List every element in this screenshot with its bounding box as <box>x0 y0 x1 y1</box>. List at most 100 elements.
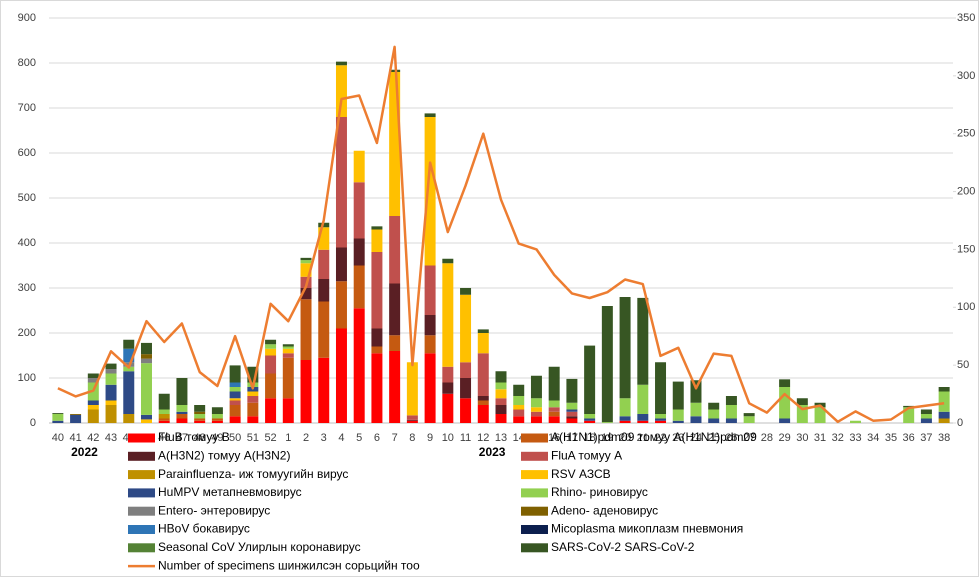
bar-segment <box>176 378 188 405</box>
bar-segment <box>584 414 596 419</box>
bar-segment <box>566 411 578 417</box>
legend-label: FluA томуу A <box>551 448 622 462</box>
bar-segment <box>406 419 418 421</box>
bar-segment <box>265 348 277 356</box>
bar-segment <box>708 418 720 423</box>
bar-segment <box>87 400 99 405</box>
bar-segment <box>424 117 436 266</box>
x-tick-label: 24 <box>690 432 702 444</box>
y-tick-label: 300 <box>18 282 36 294</box>
bar-segment <box>601 306 613 423</box>
bar-segment <box>903 405 915 408</box>
x-tick-label: 22 <box>654 432 666 444</box>
bar-segment <box>920 409 932 414</box>
x-tick-label: 41 <box>69 432 81 444</box>
bar-segment <box>318 279 330 302</box>
bar-segment <box>389 216 401 284</box>
bar-segment <box>424 265 436 315</box>
bar-segment <box>637 414 649 421</box>
bar-segment <box>353 182 365 239</box>
bar-segment <box>335 61 347 66</box>
bar-segment <box>282 346 294 349</box>
x-tick-label: 2 <box>303 432 309 444</box>
bar-segment <box>389 335 401 351</box>
bar-segment <box>158 414 170 419</box>
bar-segment <box>655 420 667 423</box>
bar-segment <box>814 407 826 423</box>
x-tick-label: 20 <box>619 432 631 444</box>
bar-segment <box>708 409 720 419</box>
bar-segment <box>105 400 117 405</box>
bar-segment <box>335 65 347 117</box>
bar-segment <box>52 413 64 414</box>
bar-segment <box>584 418 596 421</box>
x-tick-label: 49 <box>211 432 223 444</box>
bar-segment <box>477 396 489 401</box>
legend-swatch <box>128 488 155 498</box>
legend-label: Number of specimens шинжилсэн сорьцийн т… <box>158 558 420 572</box>
legend-label: A(H1N1)pdm09 томуу A(H1N1)pdm09 <box>551 430 757 444</box>
legend-label: HBoV бокавирус <box>158 522 250 536</box>
x-tick-label: 28 <box>761 432 773 444</box>
bar-segment <box>477 405 489 423</box>
bar-segment <box>265 339 277 345</box>
x-tick-label: 23 <box>672 432 684 444</box>
bar-segment <box>105 405 117 423</box>
bar-segment <box>406 362 418 416</box>
bar-segment <box>672 409 684 421</box>
x-tick-label: 52 <box>264 432 276 444</box>
bar-segment <box>619 416 631 421</box>
y2-tick-label: 300 <box>957 70 975 82</box>
legend-swatch <box>521 470 548 480</box>
legend-label: Seasonal CoV Улирлын коронавирус <box>158 540 361 554</box>
bar-segment <box>655 414 667 419</box>
legend-label: SARS-CoV-2 SARS-CoV-2 <box>551 540 695 554</box>
bar-segment <box>442 393 454 423</box>
bar-segment <box>194 418 206 421</box>
bar-segment <box>477 333 489 354</box>
legend-swatch <box>128 433 155 443</box>
bar-segment <box>513 409 525 417</box>
bar-segment <box>123 348 135 363</box>
bar-segment <box>796 405 808 423</box>
x-tick-label: 4 <box>338 432 344 444</box>
bar-segment <box>389 283 401 336</box>
bar-segment <box>920 414 932 419</box>
legend-swatch <box>521 525 548 534</box>
bar-segment <box>513 405 525 410</box>
y-tick-label: 400 <box>18 237 36 249</box>
y-tick-label: 500 <box>18 192 36 204</box>
bar-segment <box>477 329 489 333</box>
bar-segment <box>335 281 347 329</box>
legend-label: Parainfluenza- иж томуугийн вирус <box>158 467 348 481</box>
bar-segment <box>265 373 277 399</box>
bar-segment <box>637 297 649 385</box>
bar-segment <box>548 366 560 401</box>
bar-segment <box>229 387 241 392</box>
x-tick-label: 18 <box>584 432 596 444</box>
bar-segment <box>87 405 99 410</box>
x-tick-label: 8 <box>409 432 415 444</box>
y2-tick-label: 50 <box>957 359 969 371</box>
bar-segment <box>335 117 347 248</box>
bar-segment <box>442 382 454 394</box>
y2-tick-label: 350 <box>957 12 975 24</box>
x-tick-label: 5 <box>356 432 362 444</box>
bar-segment <box>318 357 330 423</box>
bar-segment <box>353 308 365 423</box>
x-tick-label: 35 <box>885 432 897 444</box>
x-tick-label: 34 <box>867 432 879 444</box>
bar-segment <box>495 382 507 390</box>
legend-swatch <box>128 506 155 516</box>
x-tick-label: 1 <box>285 432 291 444</box>
x-tick-label: 19 <box>601 432 613 444</box>
bar-segment <box>938 418 950 423</box>
y2-tick-label: 150 <box>957 243 975 255</box>
bar-segment <box>424 353 436 423</box>
bar-segment <box>158 418 170 421</box>
bar-segment <box>123 371 135 414</box>
bar-segment <box>300 299 312 360</box>
bar-segment <box>211 407 223 414</box>
bar-segment <box>530 407 542 412</box>
